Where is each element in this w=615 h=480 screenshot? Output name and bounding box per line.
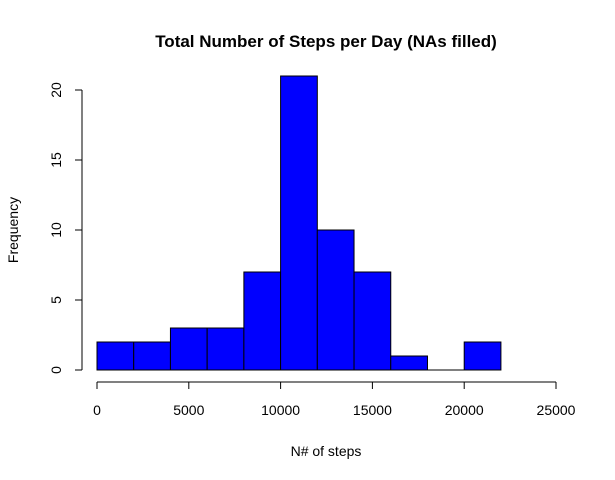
histogram-bar [169,327,208,371]
y-tick-label: 10 [48,222,64,238]
histogram-bar [243,271,282,371]
histogram-bar [390,355,428,371]
x-tick-label: 5000 [173,402,204,418]
y-tick-label: 0 [48,366,64,374]
x-tick-label: 10000 [261,402,300,418]
x-tick-label: 15000 [353,402,392,418]
x-axis: 0 5000 10000 15000 20000 25000 [93,381,576,418]
x-tick-label: 0 [93,402,101,418]
histogram-bar [133,341,171,371]
x-tick-label: 20000 [445,402,484,418]
histogram-bar [96,341,135,371]
histogram-bar [316,229,355,371]
chart-title: Total Number of Steps per Day (NAs fille… [155,32,497,51]
y-axis: 0 5 10 15 20 [48,82,83,374]
y-tick-label: 20 [48,82,64,98]
histogram-bar [353,271,392,371]
bars-group [96,75,502,371]
y-axis-label: Frequency [5,197,21,263]
x-tick-label: 25000 [537,402,576,418]
y-tick-label: 15 [48,152,64,168]
y-tick-label: 5 [48,296,64,304]
histogram-bar [206,327,245,371]
histogram-bar [463,341,502,371]
histogram-bar [280,75,318,371]
x-axis-label: N# of steps [291,443,362,459]
